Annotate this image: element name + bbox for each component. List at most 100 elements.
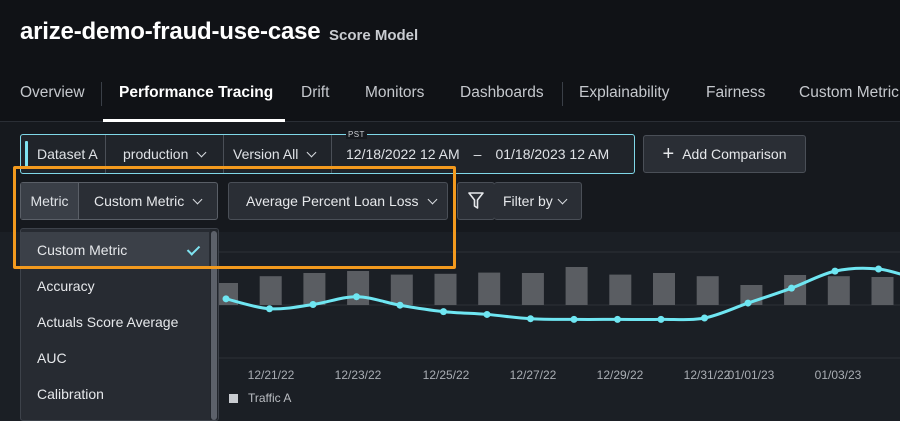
page-header: arize-demo-fraud-use-case Score Model Ov…	[0, 0, 900, 122]
model-title: arize-demo-fraud-use-case	[20, 18, 321, 45]
filter-funnel-icon	[468, 192, 484, 209]
dropdown-option-accuracy[interactable]: Accuracy	[21, 268, 209, 304]
date-range-picker[interactable]: 12/18/2022 12 AM – 01/18/2023 12 AM	[331, 135, 634, 173]
metric-line	[225, 266, 900, 322]
metric-label: Metric	[21, 183, 79, 219]
add-comparison-button[interactable]: + Add Comparison	[643, 135, 806, 173]
check-icon	[186, 242, 201, 256]
dropdown-scrollbar-thumb[interactable]	[211, 231, 217, 420]
traffic-bar	[653, 273, 675, 305]
x-tick-label: 12/27/22	[510, 368, 557, 382]
option-label: Calibration	[37, 386, 104, 402]
chart-legend[interactable]: Traffic A	[229, 391, 291, 405]
add-comparison-label: Add Comparison	[682, 146, 787, 162]
chevron-down-icon	[196, 147, 207, 157]
metric-point	[831, 267, 839, 275]
traffic-bar	[521, 273, 544, 305]
filter-icon-button[interactable]	[457, 182, 495, 220]
option-label: Actuals Score Average	[37, 314, 179, 330]
tab-bar: Overview Performance Tracing Drift Monit…	[0, 72, 900, 122]
metric-point	[527, 315, 534, 323]
version-value: Version All	[233, 146, 299, 162]
tab-drift[interactable]: Drift	[301, 84, 330, 101]
traffic-bar	[259, 276, 282, 305]
metric-value-text: Custom Metric	[94, 193, 185, 209]
tab-divider	[562, 82, 563, 106]
traffic-bar	[390, 274, 413, 305]
environment-select[interactable]: production	[105, 135, 223, 173]
date-range-separator: –	[473, 146, 482, 162]
traffic-bar	[784, 275, 807, 305]
x-axis-ticks: 12/21/22 12/23/22 12/25/22 12/27/22 12/29/22…	[248, 368, 862, 382]
custom-metric-select[interactable]: Average Percent Loan Loss	[228, 182, 448, 220]
active-tab-indicator	[103, 119, 285, 122]
chevron-down-icon	[192, 194, 203, 204]
tab-divider	[101, 82, 102, 106]
dataset-label: Dataset A	[37, 146, 98, 162]
dropdown-option-calibration[interactable]: Calibration	[21, 376, 209, 412]
metric-value: Custom Metric	[94, 183, 203, 219]
traffic-bar	[696, 276, 719, 305]
traffic-bar	[478, 272, 501, 305]
metric-point	[309, 301, 317, 308]
dropdown-option-custom-metric[interactable]: Custom Metric	[21, 232, 209, 268]
traffic-bar	[609, 274, 632, 305]
x-tick-label: 12/31/22	[684, 368, 731, 382]
metric-select[interactable]: Metric Custom Metric	[20, 182, 218, 220]
metric-point	[744, 299, 752, 307]
filter-by-label: Filter by	[503, 193, 553, 209]
option-label: Accuracy	[37, 278, 95, 294]
metric-point	[266, 305, 273, 313]
version-select[interactable]: Version All	[223, 135, 331, 173]
tab-dashboards[interactable]: Dashboards	[460, 84, 544, 101]
x-tick-label: 12/21/22	[248, 368, 295, 382]
tab-monitors[interactable]: Monitors	[365, 84, 425, 101]
chevron-down-icon	[427, 194, 437, 204]
tab-fairness[interactable]: Fairness	[706, 84, 766, 101]
custom-metric-value: Average Percent Loan Loss	[246, 193, 419, 209]
timezone-label: PST	[346, 130, 367, 139]
option-label: Custom Metric	[37, 242, 128, 258]
metric-point	[222, 295, 230, 303]
traffic-bar	[871, 277, 894, 305]
tab-performance-tracing[interactable]: Performance Tracing	[119, 84, 274, 101]
legend-label: Traffic A	[248, 391, 292, 405]
metric-point	[875, 265, 882, 273]
metric-point	[701, 314, 708, 322]
metric-point	[483, 310, 491, 318]
metric-point	[440, 308, 447, 316]
traffic-bar	[347, 271, 370, 305]
chevron-down-icon	[306, 147, 317, 157]
model-type-badge: Score Model	[329, 27, 419, 44]
performance-chart[interactable]: 12/21/22 12/23/22 12/25/22 12/27/22 12/29/22…	[0, 232, 900, 421]
dropdown-option-auc[interactable]: AUC	[21, 340, 209, 376]
traffic-bar	[565, 267, 588, 305]
metric-point	[353, 293, 360, 301]
environment-value: production	[123, 146, 189, 162]
x-tick-label: 01/03/23	[815, 368, 862, 382]
x-tick-label: 12/23/22	[335, 368, 382, 382]
tab-overview[interactable]: Overview	[20, 84, 85, 101]
chevron-down-icon	[557, 194, 568, 204]
metric-point	[657, 315, 665, 323]
metric-points	[222, 265, 882, 323]
dataset-color-indicator	[25, 141, 28, 167]
traffic-bar	[434, 273, 457, 305]
dataset-selector: Dataset A production Version All 12/18/2…	[20, 134, 635, 174]
x-tick-label: 12/29/22	[597, 368, 644, 382]
traffic-bar	[827, 276, 850, 305]
legend-swatch	[229, 393, 238, 403]
option-label: AUC	[37, 350, 67, 366]
tab-custom-metric[interactable]: Custom Metric	[799, 84, 899, 101]
metric-point	[396, 301, 404, 309]
x-tick-label: 12/25/22	[423, 368, 470, 382]
dropdown-option-actuals-score-average[interactable]: Actuals Score Average	[21, 304, 209, 340]
filter-by-button[interactable]: Filter by	[494, 182, 582, 220]
x-tick-label: 01/01/23	[728, 368, 775, 382]
metric-dropdown-menu: Custom Metric Accuracy Actuals Score Ave…	[20, 228, 219, 421]
metric-point	[614, 315, 621, 323]
tab-explainability[interactable]: Explainability	[579, 84, 670, 101]
plus-icon: +	[662, 143, 675, 165]
date-range-start: 12/18/2022 12 AM	[346, 146, 460, 162]
metric-point	[570, 315, 578, 323]
